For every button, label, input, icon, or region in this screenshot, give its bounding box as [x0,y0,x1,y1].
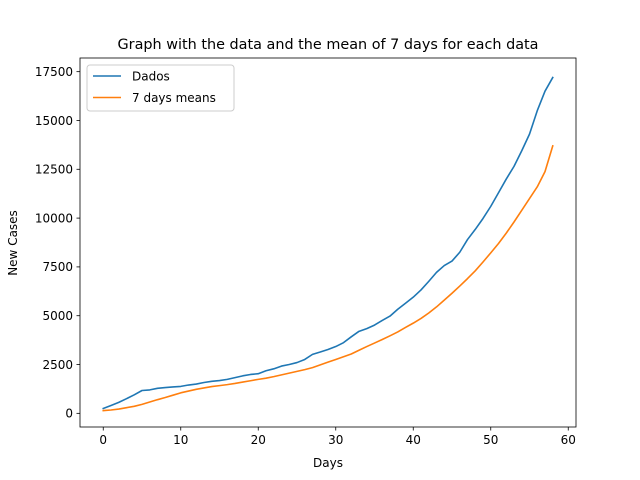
x-tick-label: 20 [251,433,266,447]
y-axis-label: New Cases [6,210,20,276]
y-tick-label: 0 [65,407,73,421]
chart-title: Graph with the data and the mean of 7 da… [118,37,539,53]
legend-label-2: 7 days means [132,91,216,105]
axes-frame [79,57,577,428]
x-tick-label: 10 [173,433,188,447]
x-tick-label: 60 [561,433,576,447]
legend-box [86,64,235,112]
y-tick-label: 12500 [35,163,73,177]
x-tick-label: 50 [483,433,498,447]
x-axis-label: Days [313,456,343,470]
y-tick-label: 10000 [35,211,73,225]
series-line-2 [102,144,554,412]
plot-area: 0 10 20 30 40 50 60 0 2500 5000 7500 10000 12500 1500… [35,57,577,447]
y-tick-label: 7500 [42,260,73,274]
y-tick-label: 2500 [42,358,73,372]
x-tick-label: 30 [328,433,343,447]
x-tick-label: 40 [406,433,421,447]
legend: Dados 7 days means [86,64,235,112]
series-line-1 [102,76,554,410]
y-tick-label: 5000 [42,309,73,323]
y-tick-label: 17500 [35,65,73,79]
legend-label-1: Dados [132,69,170,83]
x-tick-label: 0 [99,433,107,447]
y-tick-label: 15000 [35,114,73,128]
